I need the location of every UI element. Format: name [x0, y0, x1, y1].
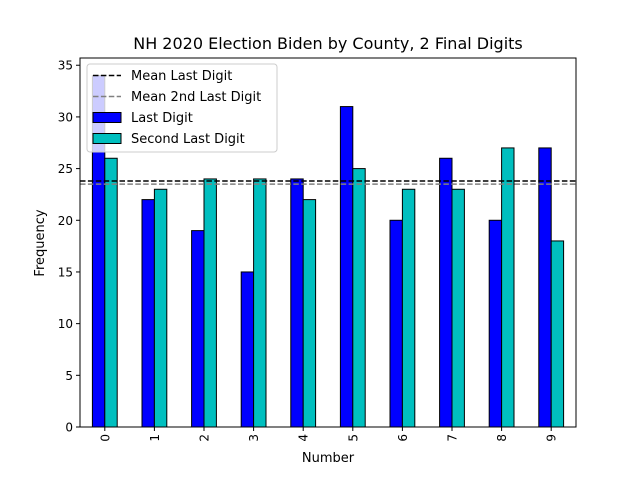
x-tick-label: 9	[545, 434, 559, 442]
y-tick-label: 10	[58, 317, 73, 331]
bar-second-last-digit-9	[550, 240, 565, 428]
x-tick-label: 0	[98, 434, 112, 442]
bar-last-digit-7	[439, 157, 453, 428]
bar-second-last-digit-2	[203, 178, 217, 428]
legend-label-second-last-digit: Second Last Digit	[131, 132, 245, 147]
bar-second-last-digit-6	[401, 188, 416, 428]
legend-swatch-second-last-digit	[92, 133, 122, 144]
bar-second-last-digit-3	[253, 178, 267, 428]
bar-second-last-digit-1	[153, 188, 168, 428]
bar-last-digit-4	[290, 178, 304, 428]
y-tick-label: 20	[58, 214, 73, 228]
plot-area: 0 5 10 15 20 25 30 35 0 1 2 3 4 5 6 7 8 9	[58, 57, 577, 442]
bar-last-digit-6	[389, 219, 403, 428]
y-tick-label: 35	[58, 59, 73, 73]
bar-last-digit-5	[339, 106, 354, 428]
legend-swatch-last-digit	[92, 112, 122, 123]
x-tick-label: 3	[247, 434, 261, 442]
legend-label-mean-second-last-digit: Mean 2nd Last Digit	[131, 90, 261, 105]
x-tick-label: 6	[396, 434, 410, 442]
bar-last-digit-8	[488, 219, 503, 428]
x-axis-label: Number	[302, 451, 355, 466]
legend: Mean Last Digit Mean 2nd Last Digit Last D…	[86, 63, 278, 153]
x-tick-label: 8	[495, 434, 509, 442]
y-tick-label: 5	[65, 369, 73, 383]
y-axis-label: Frequency	[33, 209, 48, 276]
y-tick-label: 25	[58, 162, 73, 176]
bar-second-last-digit-5	[352, 168, 366, 428]
x-tick-label: 5	[346, 434, 360, 442]
legend-label-last-digit: Last Digit	[131, 111, 193, 126]
bar-last-digit-1	[141, 199, 155, 428]
bar-second-last-digit-0	[104, 157, 118, 428]
bar-second-last-digit-4	[302, 199, 317, 428]
legend-label-mean-last-digit: Mean Last Digit	[131, 69, 232, 84]
bar-last-digit-9	[538, 147, 552, 428]
x-tick-label: 4	[297, 434, 311, 442]
y-tick-label: 15	[58, 265, 73, 279]
bar-second-last-digit-7	[451, 188, 465, 428]
plot-frame	[79, 57, 577, 428]
y-tick-label: 0	[65, 421, 73, 435]
legend-box	[86, 63, 278, 153]
x-tick-label: 2	[198, 434, 212, 442]
bar-last-digit-2	[191, 230, 205, 428]
y-tick-label: 30	[58, 110, 73, 124]
bar-second-last-digit-8	[501, 147, 515, 428]
chart-title: NH 2020 Election Biden by County, 2 Fina…	[133, 34, 523, 53]
x-tick-label: 7	[446, 434, 460, 442]
bar-last-digit-3	[240, 271, 255, 428]
x-tick-label: 1	[148, 434, 162, 442]
